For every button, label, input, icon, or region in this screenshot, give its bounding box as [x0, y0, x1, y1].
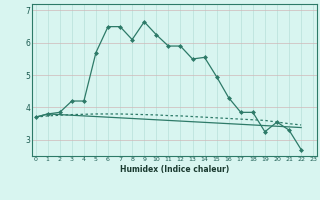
X-axis label: Humidex (Indice chaleur): Humidex (Indice chaleur): [120, 165, 229, 174]
